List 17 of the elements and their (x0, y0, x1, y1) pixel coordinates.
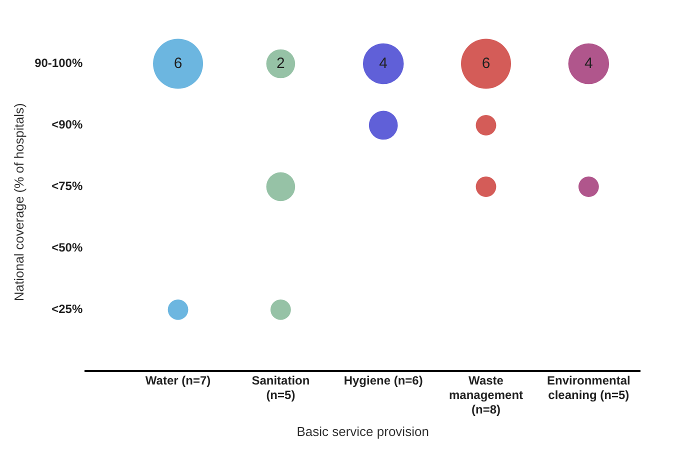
annotation: 4 (379, 54, 388, 72)
category-label: <75% (52, 179, 83, 194)
annotation: 2 (276, 54, 285, 72)
y-axis-title: National coverage (% of hospitals) (11, 103, 26, 302)
x-tick-label: Waste management (n=8) (448, 374, 524, 417)
x-tick-label: Environmental cleaning (n=5) (546, 374, 630, 402)
x-tick-label: Hygiene (n=6) (344, 374, 423, 388)
category-label: 90-100% (34, 56, 83, 70)
annotation: 6 (482, 54, 490, 72)
category-label: <25% (52, 302, 83, 316)
annotation: 6 (174, 54, 182, 72)
category-label: <90% (52, 118, 83, 132)
x-axis-title: Basic service provision (296, 424, 429, 439)
category-label: <50% (52, 240, 83, 255)
annotation: 4 (584, 54, 593, 72)
x-tick-label: Sanitation (n=5) (252, 374, 310, 402)
x-tick-label: Water (n=7) (145, 374, 211, 388)
